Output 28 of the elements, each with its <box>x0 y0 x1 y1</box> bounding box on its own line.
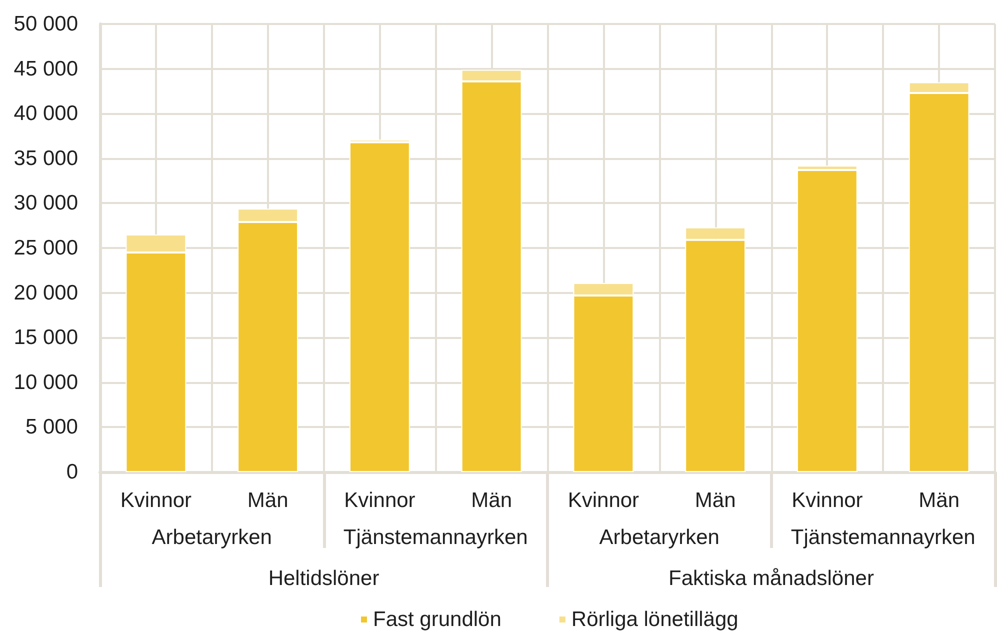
x-tick-label: Män <box>247 489 288 512</box>
x-tick-label: Kvinnor <box>120 489 192 512</box>
y-tick-label: 5 000 <box>25 416 78 439</box>
text: Arbetaryrken <box>599 526 720 549</box>
legend-label: Rörliga lönetillägg <box>571 608 738 631</box>
text: Arbetaryrken <box>152 526 272 549</box>
y-tick-label: 35 000 <box>14 146 78 170</box>
y-tick-label: 20 000 <box>14 281 78 304</box>
y-tick-label: 30 000 <box>14 192 78 215</box>
y-tick-label: 50 000 <box>14 12 78 36</box>
y-tick-label: 40 000 <box>14 102 78 126</box>
y-tick-label: 0 <box>66 460 78 484</box>
legend-label: Fast grundlön <box>373 608 502 631</box>
bar <box>349 142 410 472</box>
y-tick-label: 15 000 <box>14 326 78 350</box>
text: Tjänstemannayrken <box>343 526 528 549</box>
x-tick-label: Kvinnor <box>344 489 416 512</box>
x-tick-label: Män <box>918 489 960 512</box>
x-tick-label: Kvinnor <box>568 489 640 512</box>
text: Tjänstemannayrken <box>790 526 976 549</box>
text: Faktiska månadslöner <box>668 567 874 590</box>
y-tick-label: 45 000 <box>14 57 78 80</box>
y-tick-label: 10 000 <box>14 370 78 394</box>
x-tick-label: Män <box>694 489 736 512</box>
x-tick-label: Män <box>471 489 512 512</box>
y-tick-label: 25 000 <box>14 236 78 260</box>
x-tick-label: Kvinnor <box>792 489 863 512</box>
text: Heltidslöner <box>268 567 380 590</box>
